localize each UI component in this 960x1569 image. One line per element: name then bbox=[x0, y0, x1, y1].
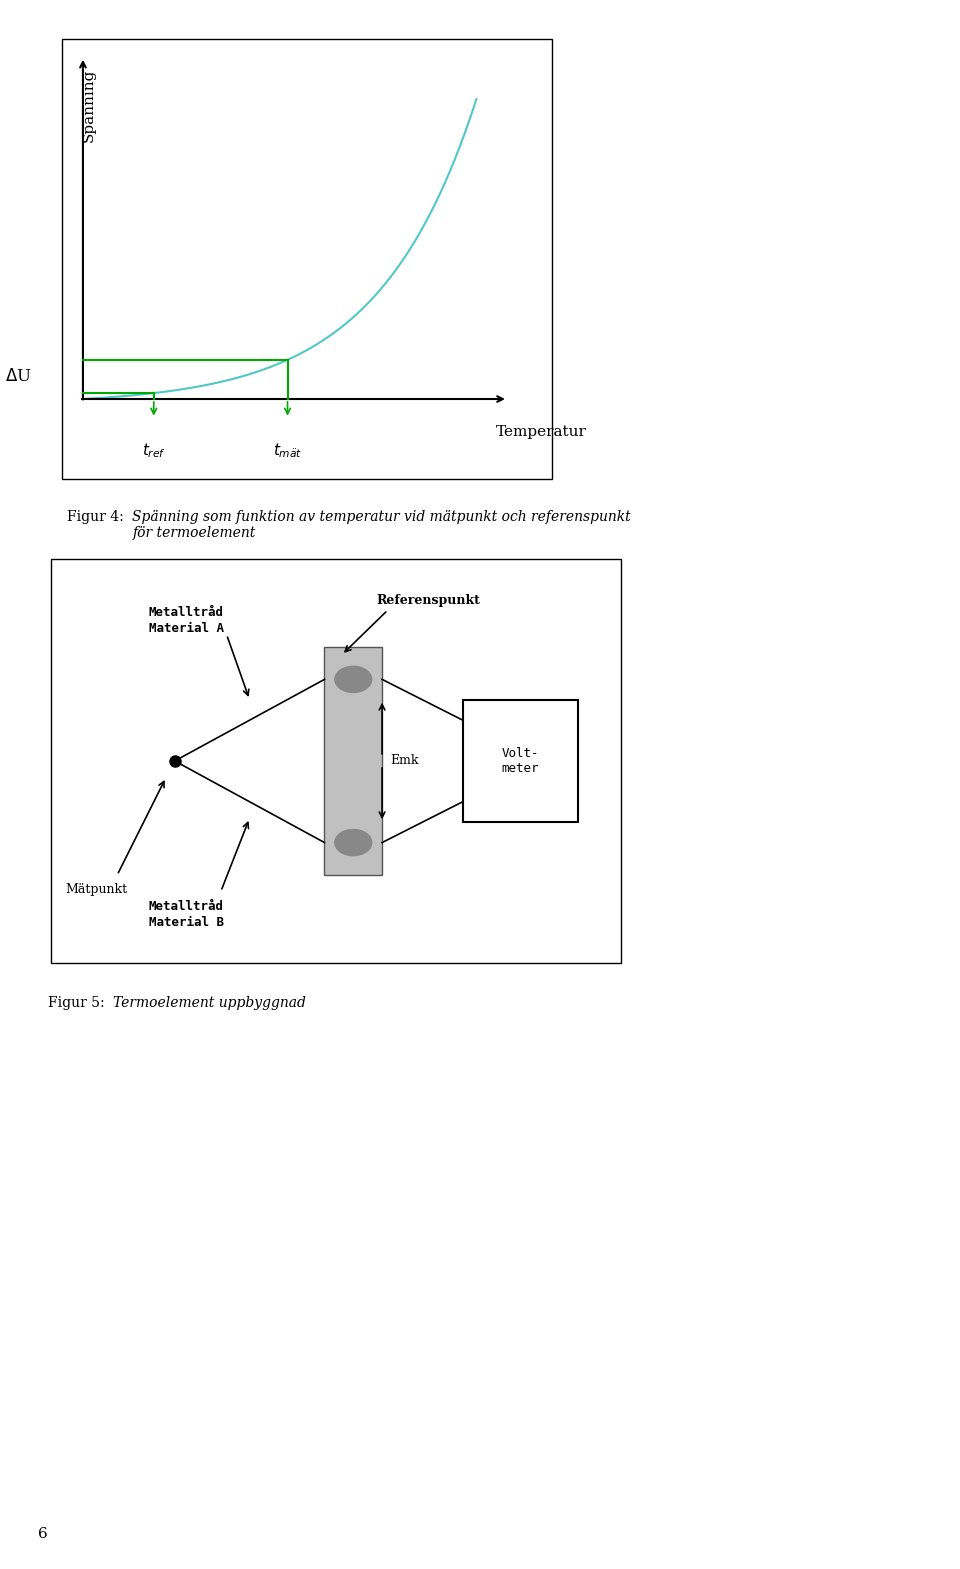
Text: $\mathit{t}_{m\ddot{a}t}$: $\mathit{t}_{m\ddot{a}t}$ bbox=[273, 441, 302, 460]
Bar bbox=[324, 646, 382, 876]
Text: 6: 6 bbox=[38, 1527, 48, 1541]
Text: Metalltråd
Material A: Metalltråd Material A bbox=[149, 606, 224, 635]
Text: Referenspunkt: Referenspunkt bbox=[376, 593, 480, 607]
Bar bbox=[463, 700, 578, 822]
Text: Spänning: Spänning bbox=[82, 67, 96, 141]
Circle shape bbox=[335, 667, 372, 692]
Text: Figur 5:: Figur 5: bbox=[48, 996, 109, 1010]
Text: Emk: Emk bbox=[391, 755, 420, 767]
Text: Spänning som funktion av temperatur vid mätpunkt och referenspunkt
för termoelem: Spänning som funktion av temperatur vid … bbox=[132, 510, 632, 540]
Text: Termoelement uppbyggnad: Termoelement uppbyggnad bbox=[113, 996, 306, 1010]
Text: Temperatur: Temperatur bbox=[496, 425, 587, 439]
Text: $\mathit{t}_{ref}$: $\mathit{t}_{ref}$ bbox=[142, 441, 166, 460]
Text: Mätpunkt: Mätpunkt bbox=[65, 883, 128, 896]
Text: Figur 4:: Figur 4: bbox=[67, 510, 129, 524]
Text: $\Delta$U: $\Delta$U bbox=[5, 369, 32, 384]
Text: Metalltråd
Material B: Metalltråd Material B bbox=[149, 899, 224, 929]
Circle shape bbox=[335, 830, 372, 855]
Text: Volt-
meter: Volt- meter bbox=[501, 747, 540, 775]
